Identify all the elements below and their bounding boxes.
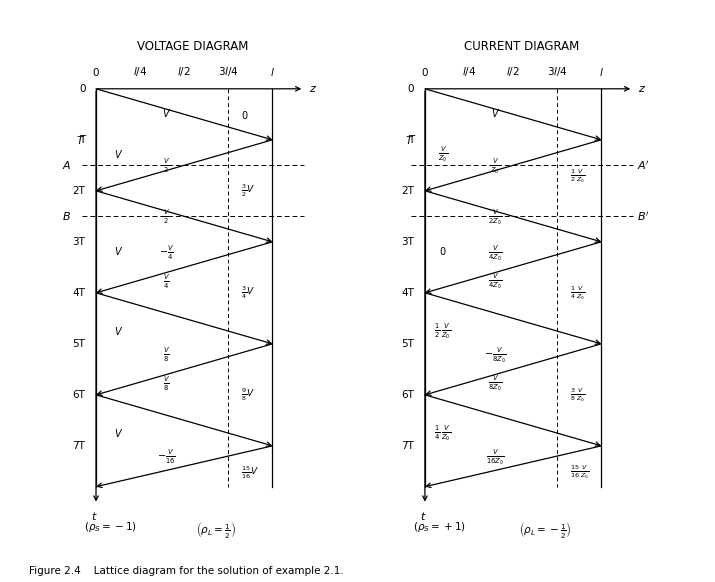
Text: $A'$: $A'$ <box>636 159 650 172</box>
Text: $\frac{3}{2}V$: $\frac{3}{2}V$ <box>241 183 255 199</box>
Text: 3T: 3T <box>401 237 414 247</box>
Text: 2T: 2T <box>401 186 414 196</box>
Text: $-\frac{V}{8Z_0}$: $-\frac{V}{8Z_0}$ <box>484 345 507 365</box>
Text: $V$: $V$ <box>114 148 124 160</box>
Text: 3T: 3T <box>72 237 85 247</box>
Text: $\frac{3}{8}\,\frac{V}{Z_0}$: $\frac{3}{8}\,\frac{V}{Z_0}$ <box>570 386 586 404</box>
Text: 0: 0 <box>93 68 99 77</box>
Text: $z$: $z$ <box>310 84 317 94</box>
Text: $\frac{V}{2}$: $\frac{V}{2}$ <box>163 208 170 226</box>
Text: $\frac{V}{8Z_0}$: $\frac{V}{8Z_0}$ <box>488 374 503 393</box>
Text: 2T: 2T <box>72 186 85 196</box>
Text: Figure 2.4    Lattice diagram for the solution of example 2.1.: Figure 2.4 Lattice diagram for the solut… <box>29 566 343 576</box>
Text: $(\rho_S = +1)$: $(\rho_S = +1)$ <box>413 520 465 534</box>
Text: $-\frac{V}{4}$: $-\frac{V}{4}$ <box>159 244 174 262</box>
Text: $l/2$: $l/2$ <box>177 65 191 77</box>
Text: $\left(\rho_L = -\frac{1}{2}\right)$: $\left(\rho_L = -\frac{1}{2}\right)$ <box>518 520 571 540</box>
Text: 7T: 7T <box>72 441 85 451</box>
Text: $A$: $A$ <box>62 159 72 171</box>
Text: $-\frac{V}{16}$: $-\frac{V}{16}$ <box>157 448 176 466</box>
Text: 0: 0 <box>422 68 428 77</box>
Text: $(\rho_S = -1)$: $(\rho_S = -1)$ <box>84 520 137 534</box>
Text: T: T <box>79 135 85 145</box>
Text: $3l/4$: $3l/4$ <box>547 65 568 77</box>
Text: $\frac{V}{Z_0}$: $\frac{V}{Z_0}$ <box>490 157 500 176</box>
Text: $B'$: $B'$ <box>636 210 649 223</box>
Text: $\frac{V}{4}$: $\frac{V}{4}$ <box>163 272 170 291</box>
Text: 4T: 4T <box>401 288 414 298</box>
Text: $V$: $V$ <box>491 107 500 119</box>
Text: $\frac{V}{8}$: $\frac{V}{8}$ <box>163 346 170 364</box>
Text: $B$: $B$ <box>62 210 72 222</box>
Text: $\left(\rho_L = \frac{1}{2}\right)$: $\left(\rho_L = \frac{1}{2}\right)$ <box>196 520 236 540</box>
Text: 0: 0 <box>79 84 85 94</box>
Text: $\frac{15}{16}\,\frac{V}{Z_0}$: $\frac{15}{16}\,\frac{V}{Z_0}$ <box>570 463 589 481</box>
Text: $0$: $0$ <box>241 109 248 121</box>
Text: 0: 0 <box>408 84 414 94</box>
Text: $\frac{3}{4}V$: $\frac{3}{4}V$ <box>241 285 255 301</box>
Text: 6T: 6T <box>72 390 85 400</box>
Title: VOLTAGE DIAGRAM: VOLTAGE DIAGRAM <box>137 40 249 53</box>
Text: $\frac{15}{16}V$: $\frac{15}{16}V$ <box>241 464 259 481</box>
Title: CURRENT DIAGRAM: CURRENT DIAGRAM <box>464 40 580 53</box>
Text: $\frac{V}{8}$: $\frac{V}{8}$ <box>163 374 170 393</box>
Text: $l/4$: $l/4$ <box>462 65 476 77</box>
Text: $\frac{V}{2Z_0}$: $\frac{V}{2Z_0}$ <box>488 208 503 227</box>
Text: $V$: $V$ <box>114 325 124 337</box>
Text: $V$: $V$ <box>114 245 124 257</box>
Text: 5T: 5T <box>72 339 85 349</box>
Text: $\frac{1}{4}\,\frac{V}{Z_0}$: $\frac{1}{4}\,\frac{V}{Z_0}$ <box>434 423 451 443</box>
Text: $l$: $l$ <box>270 66 275 77</box>
Text: $l/2$: $l/2$ <box>506 65 520 77</box>
Text: $\frac{V}{Z_0}$: $\frac{V}{Z_0}$ <box>438 144 448 164</box>
Text: $l/4$: $l/4$ <box>133 65 147 77</box>
Text: 6T: 6T <box>401 390 414 400</box>
Text: $T$: $T$ <box>405 134 414 146</box>
Text: $\frac{V}{16Z_0}$: $\frac{V}{16Z_0}$ <box>486 448 505 467</box>
Text: $\frac{1}{2}\,\frac{V}{Z_0}$: $\frac{1}{2}\,\frac{V}{Z_0}$ <box>434 321 451 341</box>
Text: $z$: $z$ <box>638 84 646 94</box>
Text: $3l/4$: $3l/4$ <box>218 65 239 77</box>
Text: $V$: $V$ <box>162 107 171 119</box>
Text: $t$: $t$ <box>420 510 427 521</box>
Text: $\frac{9}{8}V$: $\frac{9}{8}V$ <box>241 386 255 403</box>
Text: T: T <box>408 135 414 145</box>
Text: 4T: 4T <box>72 288 85 298</box>
Text: $t$: $t$ <box>91 510 98 521</box>
Text: $V$: $V$ <box>114 427 124 439</box>
Text: $\frac{V}{2}$: $\frac{V}{2}$ <box>163 157 170 175</box>
Text: $\frac{V}{4Z_0}$: $\frac{V}{4Z_0}$ <box>488 243 503 263</box>
Text: 7T: 7T <box>401 441 414 451</box>
Text: $\frac{V}{4Z_0}$: $\frac{V}{4Z_0}$ <box>488 272 503 292</box>
Text: $l$: $l$ <box>599 66 603 77</box>
Text: $\frac{1}{2}\,\frac{V}{Z_0}$: $\frac{1}{2}\,\frac{V}{Z_0}$ <box>570 168 586 186</box>
Text: 5T: 5T <box>401 339 414 349</box>
Text: $0$: $0$ <box>439 245 446 257</box>
Text: $T$: $T$ <box>77 134 85 146</box>
Text: $\frac{1}{4}\,\frac{V}{Z_0}$: $\frac{1}{4}\,\frac{V}{Z_0}$ <box>570 284 586 301</box>
